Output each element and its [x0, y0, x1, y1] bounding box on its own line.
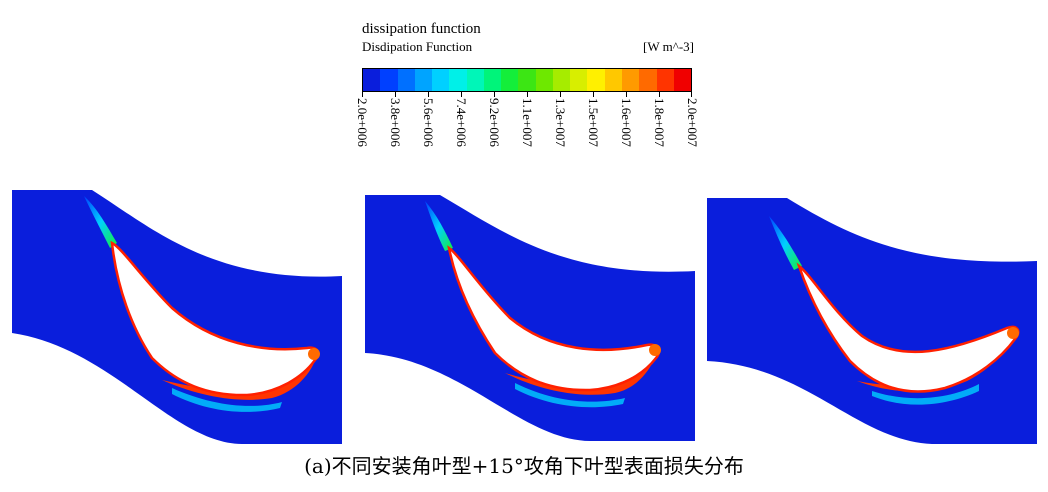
colorbar-tick: [593, 92, 594, 97]
colorbar-tick-label: 1.5e+007: [586, 98, 601, 147]
colorbar-segment: [466, 69, 484, 91]
legend-subtitle: Disdipation Function: [362, 39, 473, 54]
pressure-side-halo: [515, 383, 625, 408]
pressure-side-halo: [872, 384, 979, 405]
leading-edge-wake: [425, 201, 453, 251]
figure-caption: (a)不同安装角叶型+15°攻角下叶型表面损失分布: [304, 454, 744, 478]
colorbar-tick-label: 1.6e+007: [619, 98, 634, 147]
colorbar-tick: [659, 92, 660, 97]
colorbar-tick: [395, 92, 396, 97]
leading-edge-wake: [84, 196, 117, 248]
colorbar-tick-label: 1.8e+007: [652, 98, 667, 147]
colorbar-segment: [656, 69, 674, 91]
flow-passage: [707, 198, 1037, 444]
colorbar-segment: [570, 69, 588, 91]
colorbar-segment: [432, 69, 450, 91]
blade-outline: [110, 240, 320, 397]
pressure-side-halo: [172, 388, 282, 412]
colorbar-segment: [604, 69, 622, 91]
colorbar-tick: [560, 92, 561, 97]
colorbar-segment: [449, 69, 467, 91]
colorbar-segment: [587, 69, 605, 91]
colorbar-ticks: [362, 92, 692, 98]
colorbar-segment: [639, 69, 657, 91]
blade-panel-1: [12, 190, 342, 444]
colorbar-tick: [494, 92, 495, 97]
colorbar-tick-label: 5.6e+006: [421, 98, 436, 147]
colorbar-tick-label: 9.2e+006: [487, 98, 502, 147]
colorbar-tick-label: 7.4e+006: [454, 98, 469, 147]
blade-panel-2: [365, 195, 695, 441]
colorbar-segment: [673, 69, 692, 91]
blade-outline: [796, 262, 1020, 393]
colorbar-segment: [397, 69, 415, 91]
colorbar-segment: [535, 69, 553, 91]
colorbar-tick-label: 2.0e+007: [685, 98, 700, 147]
legend-unit: [W m^-3]: [643, 39, 694, 54]
colorbar-tick-label: 1.1e+007: [520, 98, 535, 147]
colorbar-tick: [461, 92, 462, 97]
colorbar: [362, 68, 692, 92]
colorbar-tick: [428, 92, 429, 97]
blade-outline: [447, 245, 661, 392]
colorbar-tick: [362, 92, 363, 97]
trailing-edge-loss: [649, 344, 661, 356]
colorbar-segment: [518, 69, 536, 91]
leading-edge-wake: [769, 216, 802, 270]
colorbar-tick: [691, 92, 692, 97]
colorbar-tick-label: 1.3e+007: [553, 98, 568, 147]
flow-passage: [365, 195, 695, 441]
colorbar-segment: [380, 69, 398, 91]
colorbar-tick-label: 2.0e+006: [355, 98, 370, 147]
colorbar-tick: [626, 92, 627, 97]
colorbar-segment: [414, 69, 433, 91]
colorbar-tick-label: 3.8e+006: [388, 98, 403, 147]
trailing-edge-loss: [308, 348, 320, 360]
colorbar-segment: [483, 69, 502, 91]
colorbar-segment: [363, 69, 381, 91]
blade-panel-3: [707, 198, 1037, 444]
colorbar-tick: [527, 92, 528, 97]
colorbar-segment: [552, 69, 571, 91]
legend-title: dissipation function: [362, 21, 481, 37]
colorbar-segment: [621, 69, 640, 91]
colorbar-segment: [501, 69, 519, 91]
trailing-edge-loss: [1007, 327, 1019, 339]
